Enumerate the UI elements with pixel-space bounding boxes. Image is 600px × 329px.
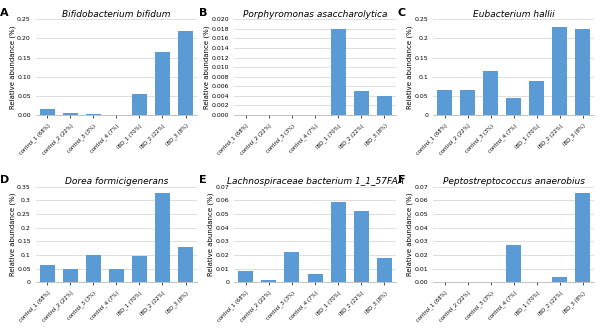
Bar (308, 114, 323, 115)
Y-axis label: Relative abundance (%): Relative abundance (%) (208, 193, 214, 276)
Bar (63, 113, 78, 115)
Bar (132, 256, 147, 282)
Bar (575, 193, 590, 282)
Y-axis label: Relative abundance (%): Relative abundance (%) (407, 25, 413, 109)
Title: Eubacterium hallii: Eubacterium hallii (473, 10, 554, 19)
Bar (460, 90, 475, 115)
Bar (178, 31, 193, 115)
Bar (238, 114, 253, 115)
Bar (238, 271, 253, 282)
Bar (483, 71, 498, 115)
Title: Bifidobacterium bifidum: Bifidobacterium bifidum (62, 10, 170, 19)
Bar (377, 96, 392, 115)
Bar (178, 247, 193, 282)
Bar (353, 211, 368, 282)
Y-axis label: Relative abundance (%): Relative abundance (%) (204, 25, 211, 109)
Title: Peptostreptococcus anaerobius: Peptostreptococcus anaerobius (443, 177, 585, 186)
Title: Porphyromonas asaccharolytica: Porphyromonas asaccharolytica (243, 10, 387, 19)
Bar (331, 202, 346, 282)
Bar (308, 274, 323, 282)
Text: E: E (199, 175, 206, 185)
Bar (553, 277, 568, 282)
Bar (86, 255, 101, 282)
Bar (331, 29, 346, 115)
Bar (155, 52, 170, 115)
Y-axis label: Relative abundance (%): Relative abundance (%) (9, 193, 16, 276)
Bar (284, 114, 299, 115)
Bar (262, 114, 277, 115)
Bar (40, 109, 55, 115)
Bar (262, 280, 277, 282)
Bar (40, 265, 55, 282)
Bar (132, 94, 147, 115)
Bar (553, 27, 568, 115)
Bar (109, 114, 124, 115)
Bar (506, 98, 521, 115)
Text: C: C (398, 8, 406, 18)
Y-axis label: Relative abundance (%): Relative abundance (%) (407, 193, 413, 276)
Bar (284, 252, 299, 282)
Text: F: F (398, 175, 405, 185)
Bar (506, 245, 521, 282)
Bar (437, 90, 452, 115)
Bar (529, 81, 544, 115)
Bar (86, 114, 101, 115)
Bar (377, 258, 392, 282)
Text: B: B (199, 8, 207, 18)
Title: Dorea formicigenerans: Dorea formicigenerans (65, 177, 168, 186)
Bar (109, 268, 124, 282)
Y-axis label: Relative abundance (%): Relative abundance (%) (9, 25, 16, 109)
Bar (63, 269, 78, 282)
Title: Lachnospiraceae bacterium 1_1_57FAA: Lachnospiraceae bacterium 1_1_57FAA (227, 177, 403, 186)
Text: A: A (0, 8, 9, 18)
Text: D: D (0, 175, 10, 185)
Bar (575, 29, 590, 115)
Bar (155, 193, 170, 282)
Bar (353, 91, 368, 115)
